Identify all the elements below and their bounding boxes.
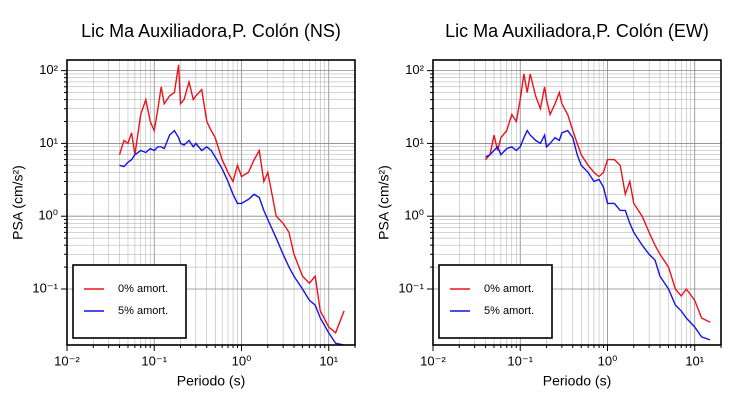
chart-title: Lic Ma Auxiliadora,P. Colón (EW) xyxy=(445,21,709,41)
x-tick-label: 10⁰ xyxy=(598,353,618,368)
y-tick-label: 10¹ xyxy=(405,135,424,150)
legend: 0% amort. 5% amort. xyxy=(438,264,553,339)
legend-label: 0% amort. xyxy=(484,283,534,295)
y-tick-label: 10² xyxy=(39,62,58,77)
x-tick-label: 10⁰ xyxy=(232,353,252,368)
series-line xyxy=(484,73,711,323)
y-axis-label: PSA (cm/s²) xyxy=(10,165,26,240)
chart: Lic Ma Auxiliadora,P. Colón (NS) Periodo … xyxy=(10,21,356,389)
x-tick-label: 10⁻² xyxy=(54,353,80,368)
y-tick-label: 10⁻¹ xyxy=(398,280,424,295)
y-tick-label: 10⁰ xyxy=(38,208,58,223)
legend-label: 5% amort. xyxy=(484,305,534,317)
series-line xyxy=(485,129,711,341)
legend-label: 5% amort. xyxy=(118,305,168,317)
y-tick-label: 10¹ xyxy=(39,135,58,150)
legend-box xyxy=(438,264,553,339)
series-line xyxy=(118,64,345,334)
chart-title: Lic Ma Auxiliadora,P. Colón (NS) xyxy=(81,21,341,41)
y-axis-label: PSA (cm/s²) xyxy=(376,165,392,240)
x-axis-label: Periodo (s) xyxy=(543,373,611,389)
legend: 0% amort. 5% amort. xyxy=(72,264,187,339)
x-axis-label: Periodo (s) xyxy=(177,373,245,389)
x-tick-label: 10⁻¹ xyxy=(141,353,167,368)
plot-frame xyxy=(66,59,356,346)
chart: Lic Ma Auxiliadora,P. Colón (EW) Periodo … xyxy=(376,21,722,389)
legend-label: 0% amort. xyxy=(118,283,168,295)
x-tick-label: 10⁻¹ xyxy=(507,353,533,368)
y-tick-label: 10² xyxy=(405,62,424,77)
series-line xyxy=(119,129,345,345)
legend-box xyxy=(72,264,187,339)
y-tick-label: 10⁰ xyxy=(404,208,424,223)
x-tick-label: 10⁻² xyxy=(420,353,446,368)
x-tick-label: 10¹ xyxy=(319,353,338,368)
y-tick-label: 10⁻¹ xyxy=(32,280,58,295)
x-tick-label: 10¹ xyxy=(685,353,704,368)
plot-frame xyxy=(432,59,722,346)
